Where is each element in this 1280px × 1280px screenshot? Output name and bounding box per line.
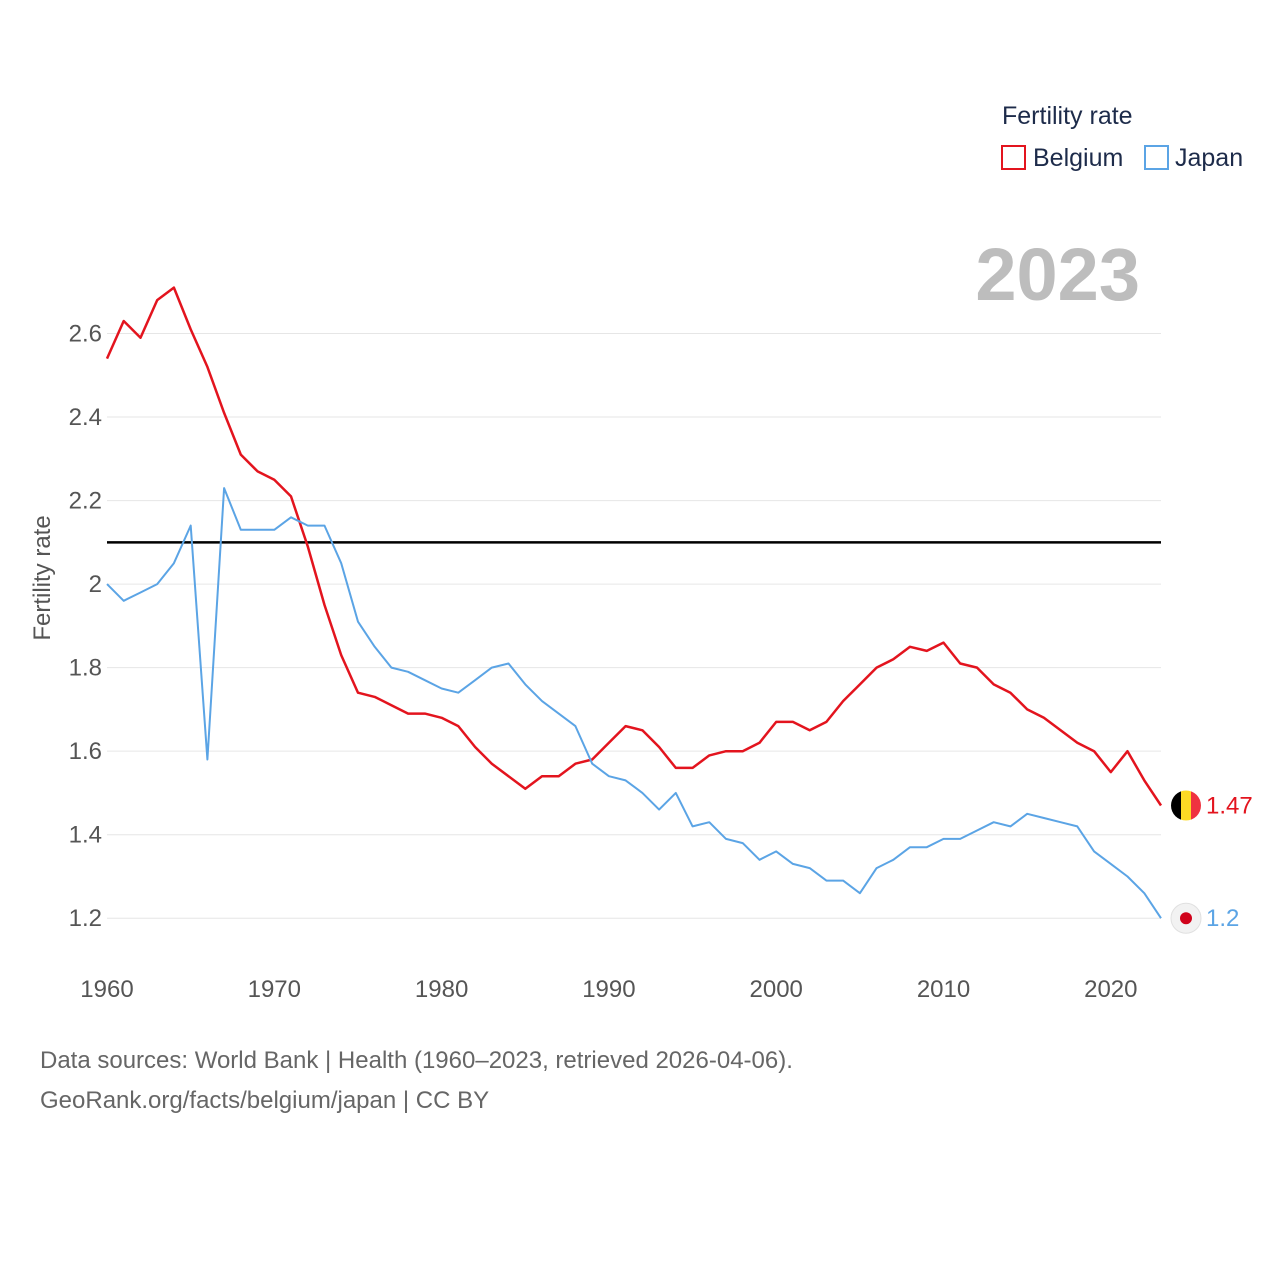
x-tick-label: 2010 [917, 976, 970, 1003]
y-tick-label: 2 [89, 571, 102, 598]
legend-item-belgium[interactable]: Belgium [1001, 144, 1123, 172]
footer-sources: Data sources: World Bank | Health (1960–… [40, 1047, 793, 1074]
endpoint-belgium: 1.47 [1171, 790, 1253, 821]
y-axis-title: Fertility rate [29, 515, 56, 640]
y-axis: 1.2 1.4 1.6 1.8 2 2.2 2.4 2.6 [69, 321, 102, 933]
japan-flag-icon [1170, 902, 1202, 934]
legend-label-japan: Japan [1175, 144, 1243, 172]
series-lines [105, 286, 1163, 919]
end-value-label-japan: 1.2 [1206, 905, 1239, 932]
y-tick-label: 2.2 [69, 488, 102, 515]
x-tick-label: 1960 [80, 976, 133, 1003]
end-value-label-belgium: 1.47 [1206, 792, 1253, 819]
x-tick-label: 1990 [582, 976, 635, 1003]
y-tick-label: 1.2 [69, 905, 102, 932]
x-tick-label: 1970 [248, 976, 301, 1003]
legend-item-japan[interactable]: Japan [1144, 144, 1243, 172]
y-tick-label: 2.6 [69, 321, 102, 348]
legend-label-belgium: Belgium [1033, 144, 1123, 172]
footer-attribution[interactable]: GeoRank.org/facts/belgium/japan | CC BY [40, 1087, 489, 1114]
legend-swatch-belgium [1001, 145, 1026, 170]
series-line-belgium[interactable] [105, 286, 1163, 807]
year-watermark: 2023 [975, 233, 1140, 316]
y-tick-label: 2.4 [69, 404, 102, 431]
x-tick-label: 1980 [415, 976, 468, 1003]
legend-title: Fertility rate [1002, 102, 1133, 130]
endpoint-japan: 1.2 [1170, 902, 1239, 934]
y-tick-label: 1.4 [69, 822, 102, 849]
y-tick-label: 1.6 [69, 738, 102, 765]
belgium-flag-icon [1171, 790, 1201, 821]
gridlines [107, 333, 1161, 919]
y-tick-label: 1.8 [69, 655, 102, 682]
series-line-japan[interactable] [106, 487, 1162, 919]
x-tick-label: 2020 [1084, 976, 1137, 1003]
x-axis: 1960 1970 1980 1990 2000 2010 2020 [80, 976, 1137, 1003]
x-tick-label: 2000 [750, 976, 803, 1003]
legend: Fertility rate Belgium Japan [1001, 102, 1243, 172]
series-endpoints: 1.47 1.2 [1170, 790, 1253, 934]
legend-swatch-japan [1144, 145, 1169, 170]
